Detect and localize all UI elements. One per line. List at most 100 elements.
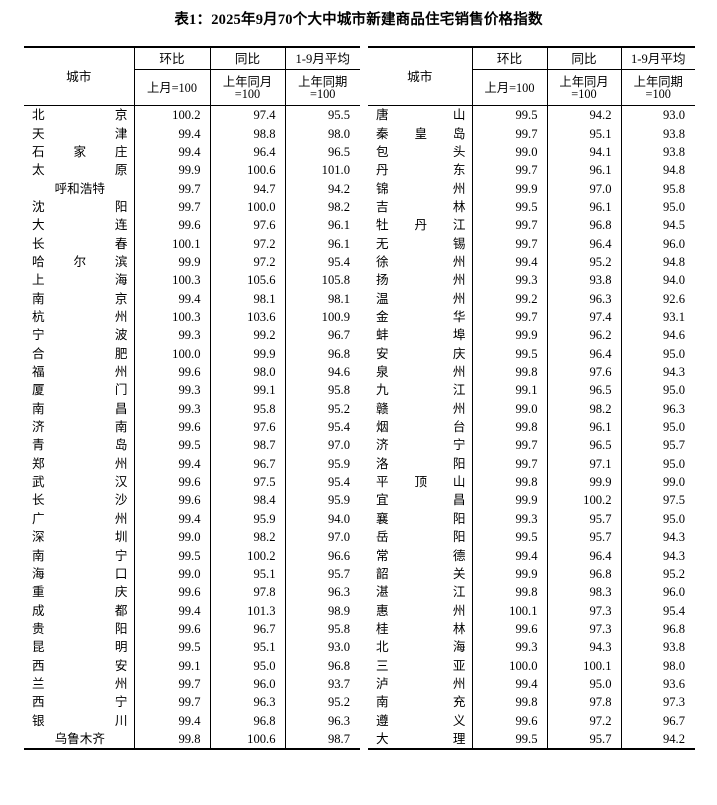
cell-yoy: 97.2: [210, 234, 286, 254]
table-row: 温州 99.2 96.3 92.6: [368, 289, 695, 309]
cell-city: 青岛: [24, 436, 135, 455]
city-name: 常德: [376, 548, 466, 563]
cell-mom: 99.7: [472, 436, 548, 455]
cell-yoy: 96.8: [547, 216, 622, 235]
city-name: 贵阳: [32, 621, 128, 636]
city-name: 成都: [32, 603, 128, 618]
cell-yoy: 98.7: [210, 436, 286, 455]
city-name: 福州: [32, 365, 128, 380]
table-row: 岳阳 99.5 95.7 94.3: [368, 528, 695, 547]
cell-mom: 99.7: [472, 216, 548, 235]
table-row: 三亚 100.0 100.1 98.0: [368, 656, 695, 676]
cell-city: 济南: [24, 418, 135, 437]
city-name: 西安: [32, 658, 128, 673]
column-subheader-mom-left: 上月=100: [134, 69, 211, 107]
header-row-groups-right: 城市 环比 同比 1-9月平均: [368, 46, 695, 107]
cell-avg: 95.0: [662, 199, 685, 214]
cell-avg: 93.8: [662, 126, 685, 141]
cell-avg: 98.2: [327, 199, 350, 214]
cell-mom: 100.0: [134, 344, 211, 364]
city-name: 遵义: [376, 713, 466, 728]
table-row: 赣州 99.0 98.2 96.3: [368, 399, 695, 419]
city-name: 兰州: [32, 676, 128, 691]
cell-city: 北京: [24, 105, 135, 125]
sub-line-1: 上年同月: [222, 74, 273, 89]
city-name: 乌鲁木齐: [54, 731, 105, 746]
table-row: 沈阳 99.7 100.0 98.2: [24, 198, 360, 217]
column-subheader-yoy-left: 上年同月 =100: [210, 69, 286, 107]
cell-yoy: 95.7: [547, 730, 622, 751]
cell-city: 泉州: [368, 363, 473, 382]
table-row: 泸州 99.4 95.0 93.6: [368, 675, 695, 694]
cell-mom: 99.6: [134, 583, 211, 602]
cell-mom: 99.8: [472, 693, 548, 712]
city-name: 唐山: [376, 108, 466, 123]
cell-avg: 97.0: [327, 438, 350, 453]
cell-yoy: 97.4: [547, 308, 622, 327]
cell-city: 南充: [368, 693, 473, 712]
cell-yoy: 97.3: [547, 620, 622, 639]
cell-avg: 95.4: [327, 255, 350, 270]
cell-city: 广州: [24, 509, 135, 529]
cell-city: 太原: [24, 161, 135, 180]
cell-avg: 94.2: [327, 181, 350, 196]
cell-mom: 99.0: [472, 143, 548, 162]
cell-yoy: 96.0: [210, 675, 286, 694]
cell-yoy: 99.9: [210, 344, 286, 364]
cell-city: 三亚: [368, 656, 473, 676]
cell-yoy: 100.0: [210, 198, 286, 217]
cell-avg: 93.8: [662, 640, 685, 655]
cell-avg: 96.6: [327, 548, 350, 563]
cell-yoy: 97.3: [547, 601, 622, 621]
cell-avg: 97.5: [662, 493, 685, 508]
cell-city: 岳阳: [368, 528, 473, 547]
cell-mom: 100.3: [134, 271, 211, 290]
column-header-city-right: 城市: [368, 46, 473, 107]
cell-yoy: 95.7: [547, 528, 622, 547]
cell-city: 九江: [368, 381, 473, 400]
cell-mom: 99.0: [134, 528, 211, 547]
cell-mom: 99.7: [472, 308, 548, 327]
cell-city: 唐山: [368, 105, 473, 125]
cell-city: 湛江: [368, 583, 473, 602]
cell-mom: 100.2: [134, 105, 211, 125]
table-row: 锦州 99.9 97.0 95.8: [368, 179, 695, 199]
cell-avg: 98.0: [662, 658, 685, 673]
cell-yoy: 95.7: [547, 509, 622, 529]
cell-city: 秦皇岛: [368, 124, 473, 144]
cell-city: 徐州: [368, 253, 473, 272]
column-group-yoy-right: 同比: [547, 46, 622, 71]
cell-mom: 99.6: [134, 491, 211, 510]
cell-mom: 99.7: [134, 675, 211, 694]
cell-yoy: 98.8: [210, 124, 286, 144]
cell-yoy: 97.4: [210, 105, 286, 125]
cell-avg: 95.9: [327, 456, 350, 471]
cell-mom: 99.3: [134, 326, 211, 345]
table-row: 大连 99.6 97.6 96.1: [24, 216, 360, 235]
header-row-groups-left: 城市 环比 同比 1-9月平均: [24, 46, 360, 107]
cell-yoy: 100.6: [210, 161, 286, 180]
cell-city: 杭州: [24, 308, 135, 327]
table-row: 北京 100.2 97.4 95.5: [24, 105, 360, 125]
cell-avg: 93.8: [662, 144, 685, 159]
table-row: 遵义 99.6 97.2 96.7: [368, 711, 695, 731]
cell-avg: 95.4: [662, 603, 685, 618]
cell-mom: 99.3: [472, 271, 548, 290]
cell-city: 温州: [368, 289, 473, 309]
table-row: 宜昌 99.9 100.2 97.5: [368, 491, 695, 510]
cell-avg: 96.1: [327, 218, 350, 233]
sub-line-2: =100: [234, 86, 261, 101]
table-row: 郑州 99.4 96.7 95.9: [24, 454, 360, 474]
table-row: 福州 99.6 98.0 94.6: [24, 363, 360, 382]
city-name: 徐州: [376, 255, 466, 270]
header-row-subs-right: 上月=100 上年同月 =100 上年同期 =100: [368, 69, 695, 107]
cell-city: 南京: [24, 289, 135, 309]
cell-yoy: 96.1: [547, 161, 622, 180]
cell-avg: 94.3: [662, 548, 685, 563]
cell-yoy: 97.2: [210, 253, 286, 272]
table-head-left: 城市 环比 同比 1-9月平均 上月=100 上年同月 =100 上年同期: [24, 46, 360, 107]
city-name: 锦州: [376, 181, 466, 196]
table-row: 上海 100.3 105.6 105.8: [24, 271, 360, 290]
cell-city: 福州: [24, 363, 135, 382]
